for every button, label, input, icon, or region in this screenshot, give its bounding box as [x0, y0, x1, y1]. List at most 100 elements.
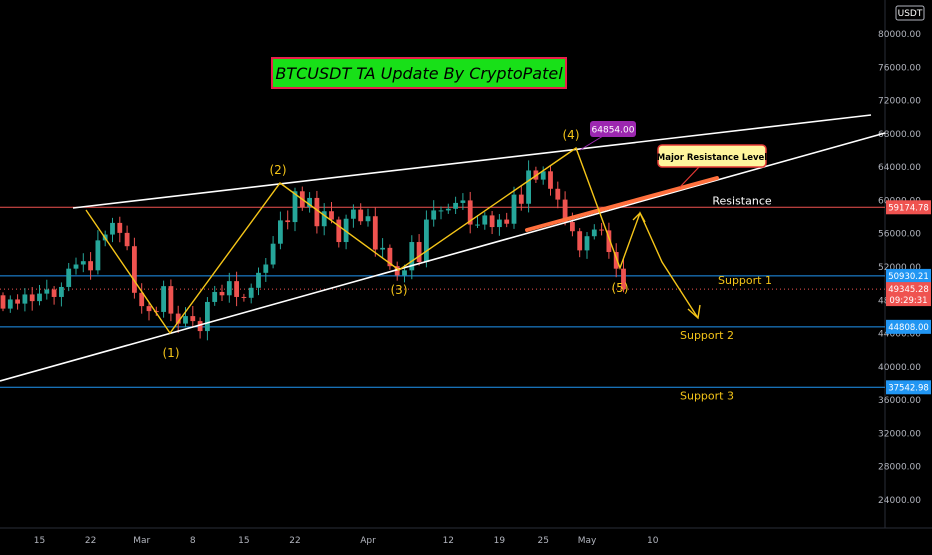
- x-tick-label: 25: [537, 536, 548, 546]
- candle-body: [88, 261, 93, 271]
- candle-body: [73, 264, 79, 269]
- candle-body: [548, 171, 553, 189]
- x-tick-label: 8: [190, 536, 196, 546]
- y-tick-label: 40000.00: [878, 363, 921, 373]
- candle-body: [460, 200, 466, 203]
- y-tick-label: 32000.00: [878, 429, 921, 439]
- candle-body: [234, 281, 239, 297]
- title-box: [271, 57, 567, 89]
- candle-body: [256, 272, 261, 288]
- candle-body: [606, 230, 612, 253]
- candle-body: [15, 299, 20, 304]
- candle-body: [7, 299, 13, 309]
- candle-body: [591, 229, 597, 237]
- candle-body: [22, 294, 28, 304]
- countdown-text: 09:29:31: [889, 296, 927, 306]
- drawings: [0, 114, 886, 382]
- lower-trendline: [0, 132, 886, 382]
- candle-body: [482, 215, 488, 225]
- major-resistance-line: [525, 176, 719, 232]
- candle-body: [402, 270, 407, 276]
- candle-body: [0, 295, 6, 309]
- candle-body: [278, 220, 283, 244]
- currency-label: USDT: [898, 9, 923, 19]
- current-price-tag-box: [886, 282, 931, 307]
- x-tick-label: 19: [494, 536, 506, 546]
- candle-body: [226, 281, 232, 296]
- candle-body: [66, 268, 72, 287]
- candle-body: [351, 209, 356, 219]
- candle-body: [161, 286, 166, 312]
- y-tick-label: 52000.00: [878, 263, 921, 273]
- candle-body: [263, 264, 269, 273]
- candle-body: [168, 286, 174, 314]
- candle-body: [241, 296, 247, 298]
- x-tick-label: 22: [85, 536, 96, 546]
- peak-price-tag: 64854.00: [590, 121, 636, 137]
- upper-trendline: [72, 114, 872, 209]
- wave-label-1: (1): [163, 346, 180, 360]
- candle-body: [387, 247, 393, 267]
- candle-body: [584, 236, 590, 251]
- wave-label-3: (3): [391, 283, 408, 297]
- callout-pointer: [679, 165, 701, 188]
- candle-body: [183, 316, 188, 324]
- elliott-wave-path: [85, 146, 699, 335]
- support-3-tag-text: 37542.98: [888, 383, 929, 393]
- candle-body: [540, 171, 546, 180]
- candle-body: [190, 316, 196, 322]
- currency-badge: USDT: [895, 5, 925, 21]
- candle-body: [431, 210, 437, 220]
- candle-body: [621, 268, 626, 290]
- candle-body: [80, 261, 86, 265]
- support-label: Support 1: [718, 274, 772, 287]
- price-axis: 24000.00 28000.00 32000.00 36000.00 40000.00…: [878, 30, 921, 506]
- candle-body: [44, 289, 50, 294]
- candle-body: [132, 246, 137, 293]
- candle-body: [51, 289, 57, 297]
- candle-body: [562, 199, 568, 223]
- candle-body: [205, 301, 210, 332]
- candle-body: [372, 216, 378, 250]
- y-tick-label: 72000.00: [878, 97, 921, 107]
- candle-body: [445, 208, 451, 211]
- support-1-tag-box: [886, 268, 931, 283]
- level-lines: [0, 206, 885, 388]
- wave-arrowhead: [687, 304, 701, 320]
- candle-body: [110, 222, 115, 235]
- labels: Resistance 59174.78 Support 1 50930.21 Suppo…: [163, 128, 931, 402]
- candle-body: [467, 200, 473, 225]
- y-tick-label: 24000.00: [878, 496, 921, 506]
- x-tick-label: Mar: [133, 536, 150, 546]
- candle-body: [175, 313, 181, 324]
- candle-body: [270, 243, 276, 265]
- x-tick-label: May: [578, 536, 597, 546]
- candle-body: [504, 219, 510, 224]
- candle-body: [409, 242, 415, 271]
- support-2-tag-text: 44808.00: [888, 323, 929, 333]
- x-tick-label: 12: [443, 536, 454, 546]
- peak-pointer: [579, 135, 604, 151]
- candle-body: [577, 231, 583, 251]
- candle-body: [394, 266, 400, 276]
- callout-text: Major Resistance Level: [657, 153, 768, 163]
- currency-box: [895, 5, 925, 21]
- wave-label-4: (4): [563, 128, 580, 142]
- candle-body: [29, 294, 35, 302]
- candle-body: [292, 191, 298, 223]
- x-tick-label: 15: [238, 536, 249, 546]
- resistance-label: Resistance: [712, 194, 772, 207]
- candle-body: [424, 219, 429, 263]
- current-price-tag-text: 49345.28: [888, 285, 929, 295]
- candle-body: [438, 210, 444, 212]
- candle-body: [511, 194, 517, 224]
- peak-tag-box: [590, 121, 636, 137]
- y-tick-label: 68000.00: [878, 130, 921, 140]
- candle-body: [358, 209, 364, 222]
- support-label: Support 2: [680, 329, 734, 342]
- candle-body: [197, 321, 203, 332]
- candle-body: [219, 291, 225, 296]
- candle-body: [321, 211, 327, 227]
- candle-body: [380, 247, 385, 250]
